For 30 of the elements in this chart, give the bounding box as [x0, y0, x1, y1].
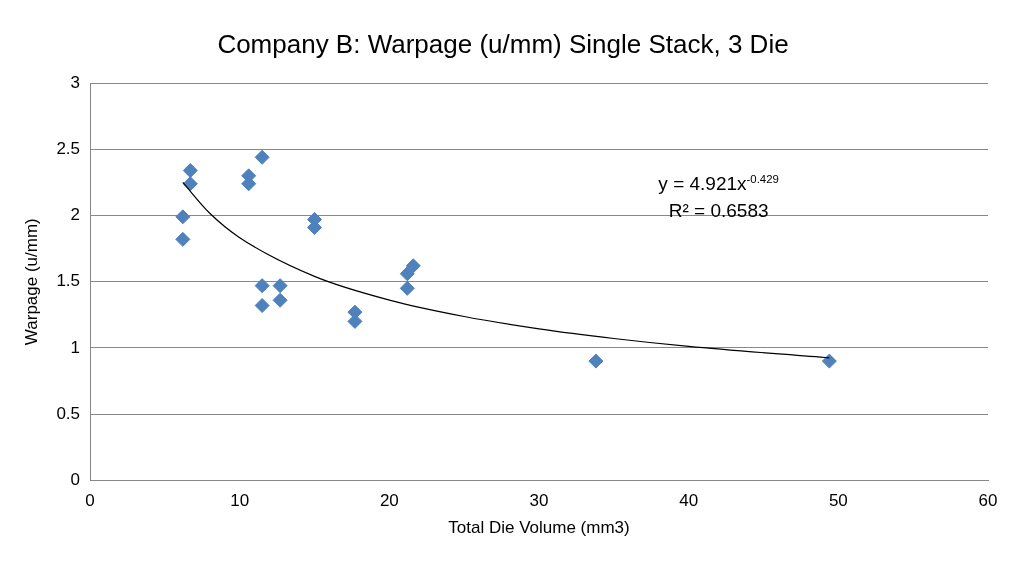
- point: [588, 353, 604, 369]
- point: [272, 292, 288, 308]
- y-tick-label: 0.5: [56, 403, 81, 423]
- y-tick-label: 1.5: [56, 271, 81, 291]
- x-tick-label: 20: [379, 491, 399, 511]
- point: [182, 163, 198, 179]
- annotation: R² = 0.6583: [668, 200, 769, 222]
- x-tick-label: 50: [828, 491, 848, 511]
- point: [254, 149, 270, 165]
- y-tick-label: 2.5: [56, 139, 81, 159]
- y-tick-label: 0: [70, 469, 81, 489]
- point: [254, 278, 270, 294]
- x-axis-title: Total Die Volume (mm3): [448, 518, 630, 538]
- x-tick-label: 60: [978, 491, 998, 511]
- y-tick-label: 3: [70, 72, 81, 92]
- y-tick-label: 1: [70, 337, 81, 357]
- y-axis-title: Warpage (u/mm): [21, 218, 41, 346]
- point: [272, 278, 288, 294]
- y-tick-label: 2: [70, 205, 81, 225]
- point: [399, 280, 415, 296]
- x-tick-label: 30: [529, 491, 549, 511]
- x-tick-label: 40: [679, 491, 699, 511]
- point: [254, 298, 270, 314]
- point: [175, 231, 191, 247]
- point: [821, 353, 837, 369]
- x-tick-label: 0: [85, 491, 95, 511]
- point: [399, 266, 415, 282]
- x-tick-label: 10: [230, 491, 250, 511]
- chart-title: Company B: Warpage (u/mm) Single Stack, 3 Die: [217, 28, 789, 59]
- point: [175, 209, 191, 225]
